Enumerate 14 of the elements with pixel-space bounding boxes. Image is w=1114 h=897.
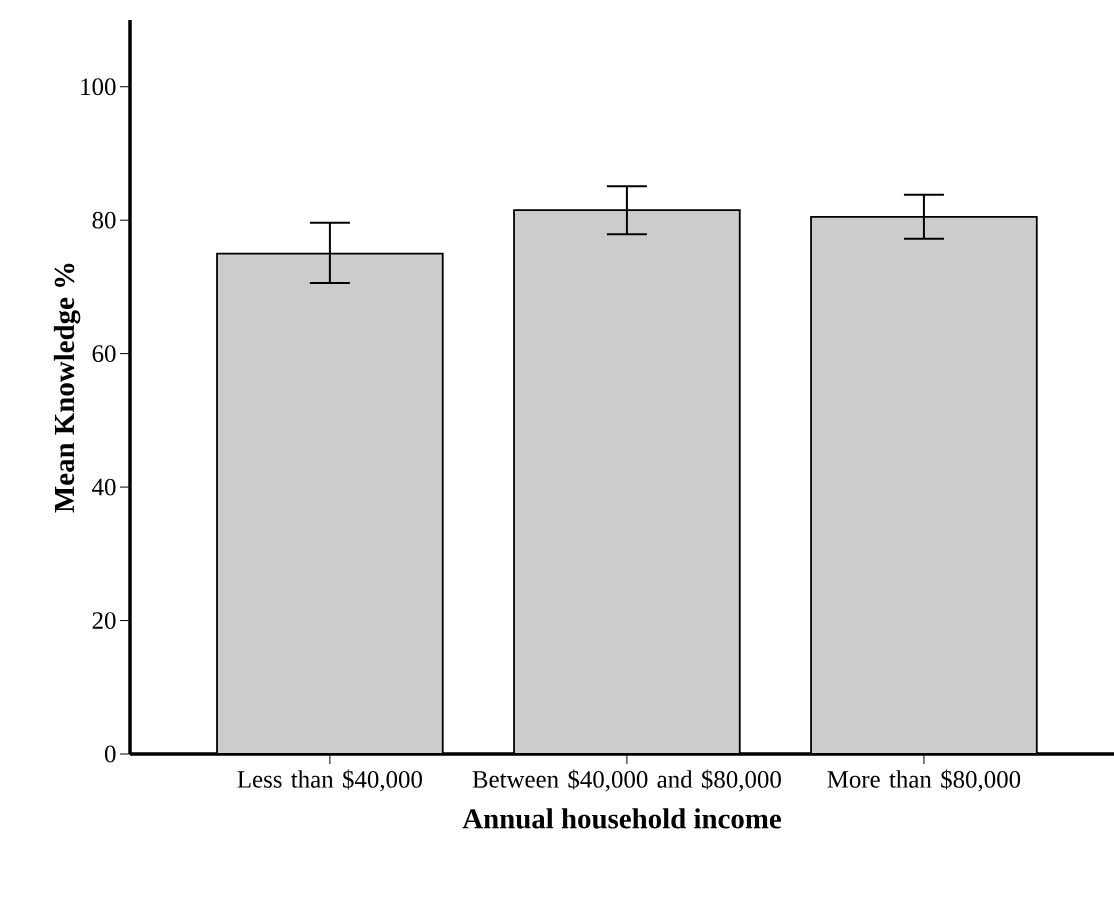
y-axis-title: Mean Knowledge % (53, 263, 81, 513)
bar (513, 209, 741, 754)
y-tick-label: 80 (92, 211, 116, 229)
bar (216, 252, 444, 754)
x-tick-label: Between $40,000 and $80,000 (472, 769, 781, 792)
y-tick-label: 60 (92, 345, 116, 363)
y-tick-label: 20 (92, 612, 116, 629)
y-tick-label: 40 (92, 478, 116, 496)
y-tick-label: 100 (81, 78, 116, 96)
x-axis-title: Annual household income (462, 808, 781, 829)
x-tick-label: Less than $40,000 (237, 769, 422, 792)
bar (810, 215, 1038, 754)
x-tick-label: More than $80,000 (827, 769, 1021, 792)
y-tick-label: 0 (104, 745, 116, 763)
